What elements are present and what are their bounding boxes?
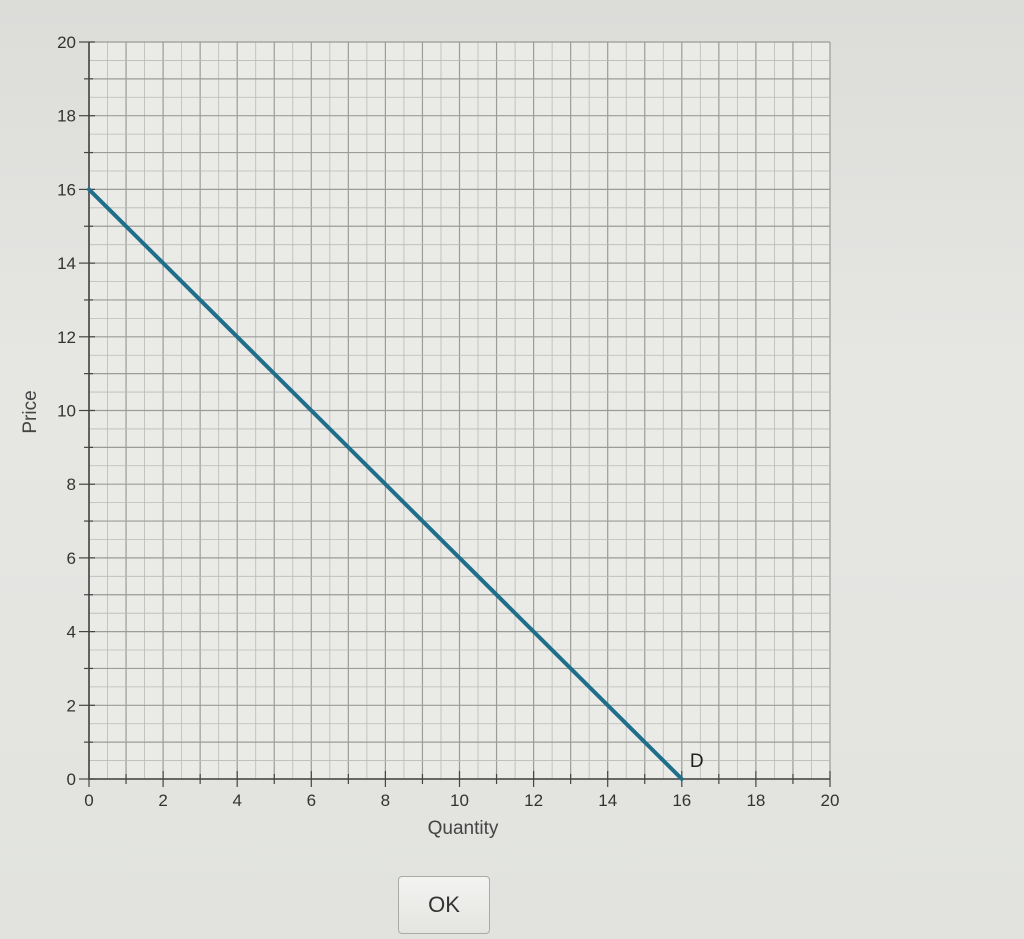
x-tick-label: 10 (450, 791, 469, 810)
demand-curve-label: D (690, 751, 704, 772)
grid (88, 41, 831, 780)
x-tick-label: 16 (672, 791, 691, 810)
x-tick-label: 6 (307, 791, 316, 810)
y-tick-label: 20 (57, 33, 76, 52)
x-tick-label: 20 (821, 791, 840, 810)
x-tick-label: 14 (598, 791, 617, 810)
x-tick-label: 8 (381, 791, 390, 810)
y-tick-label: 18 (57, 107, 76, 126)
x-axis-title: Quantity (428, 818, 499, 839)
y-tick-label: 12 (57, 328, 76, 347)
axes (79, 41, 831, 787)
y-tick-label: 6 (67, 549, 76, 568)
y-axis-title: Price (20, 390, 41, 433)
demand-chart: 0 2 4 6 8 10 12 14 16 18 20 0 2 4 6 8 10 12 14 16 18 20 D Qua… (20, 33, 839, 839)
y-tick-label: 4 (67, 623, 76, 642)
y-tick-label: 8 (67, 475, 76, 494)
series[interactable]: D (87, 187, 704, 781)
x-tick-label: 18 (746, 791, 765, 810)
y-tick-label: 2 (67, 696, 76, 715)
x-tick-label: 2 (158, 791, 167, 810)
x-tick-label: 4 (232, 791, 241, 810)
y-tick-label: 0 (67, 770, 76, 789)
ok-button[interactable]: OK (398, 876, 490, 934)
y-tick-label: 16 (57, 180, 76, 199)
x-tick-label: 0 (84, 791, 93, 810)
x-tick-label: 12 (524, 791, 543, 810)
tick-labels: 0 2 4 6 8 10 12 14 16 18 20 0 2 4 6 8 10 12 14 16 18 20 (57, 33, 839, 810)
y-tick-label: 14 (57, 254, 76, 273)
demand-curve-line[interactable] (87, 187, 684, 781)
y-tick-label: 10 (57, 402, 76, 421)
